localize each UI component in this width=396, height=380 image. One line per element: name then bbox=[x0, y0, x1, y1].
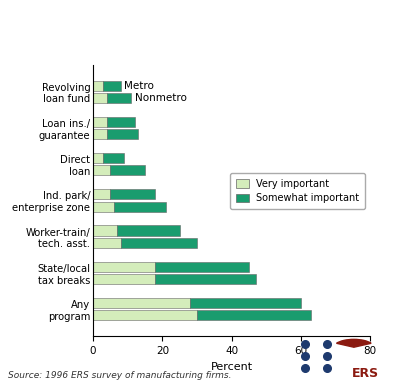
Bar bbox=[93, 310, 197, 320]
Bar bbox=[110, 165, 145, 176]
Wedge shape bbox=[337, 339, 371, 347]
Text: State/local tax breaks were most frequently cited as
important for company opera: State/local tax breaks were most frequen… bbox=[5, 15, 333, 38]
Bar bbox=[93, 117, 107, 127]
Bar bbox=[103, 153, 124, 163]
Bar bbox=[155, 274, 256, 284]
Bar bbox=[117, 225, 180, 236]
Bar bbox=[93, 189, 110, 200]
Bar bbox=[107, 129, 138, 139]
Bar bbox=[114, 201, 166, 212]
Bar bbox=[93, 129, 107, 139]
Bar bbox=[93, 165, 110, 176]
Bar bbox=[93, 238, 121, 248]
X-axis label: Percent: Percent bbox=[211, 362, 253, 372]
Bar bbox=[93, 81, 103, 91]
Legend: Very important, Somewhat important: Very important, Somewhat important bbox=[230, 173, 366, 209]
Bar bbox=[93, 153, 103, 163]
Bar bbox=[197, 310, 311, 320]
Bar bbox=[107, 117, 135, 127]
Bar bbox=[121, 238, 197, 248]
Bar bbox=[93, 225, 117, 236]
Bar bbox=[107, 93, 131, 103]
Bar bbox=[93, 274, 155, 284]
Bar bbox=[93, 298, 190, 308]
Text: Nonmetro: Nonmetro bbox=[135, 93, 187, 103]
Bar bbox=[155, 262, 249, 272]
Text: Metro: Metro bbox=[124, 81, 154, 90]
Bar bbox=[93, 93, 107, 103]
Bar bbox=[93, 262, 155, 272]
Bar bbox=[103, 81, 121, 91]
Bar bbox=[93, 201, 114, 212]
Bar bbox=[190, 298, 301, 308]
Text: Source: 1996 ERS survey of manufacturing firms.: Source: 1996 ERS survey of manufacturing… bbox=[8, 371, 231, 380]
Bar bbox=[110, 189, 156, 200]
Text: ERS: ERS bbox=[351, 366, 379, 380]
